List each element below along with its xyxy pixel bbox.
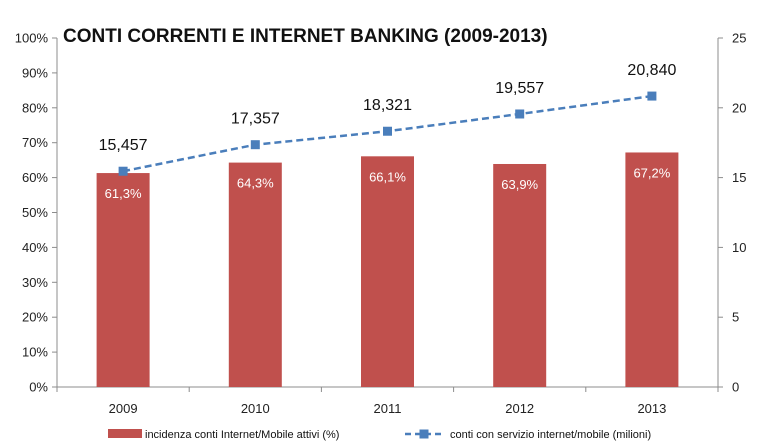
y-left-tick-label: 90% [22,65,48,80]
legend-label-bars: incidenza conti Internet/Mobile attivi (… [145,429,339,441]
y-left-tick-label: 40% [22,240,48,255]
line-point [515,109,525,119]
x-tick-label: 2011 [374,401,402,416]
y-left-tick-label: 0% [29,380,48,395]
y-right-tick-label: 25 [732,31,746,46]
y-left-tick-label: 100% [15,31,49,46]
bar [625,152,679,387]
line-data-label: 20,840 [627,62,676,79]
bar-data-label: 61,3% [105,186,142,201]
y-right-tick-label: 0 [732,380,739,395]
bar-data-label: 67,2% [633,165,670,180]
x-tick-label: 2009 [109,401,138,416]
bar [228,162,282,387]
bar [96,173,150,387]
line-data-label: 19,557 [495,80,544,97]
line-data-label: 15,457 [99,137,148,154]
x-tick-label: 2012 [505,401,534,416]
bar [493,163,547,387]
bar-data-label: 63,9% [501,177,538,192]
y-right-tick-label: 5 [732,310,739,325]
y-left-tick-label: 10% [22,345,48,360]
legend-swatch-bars [108,429,142,438]
line-point [118,166,128,176]
y-left-tick-label: 20% [22,310,48,325]
y-right-tick-label: 15 [732,170,746,185]
line-point [647,91,657,101]
y-left-tick-label: 70% [22,135,48,150]
legend-swatch-marker [419,429,429,439]
y-left-tick-label: 60% [22,170,48,185]
y-right-tick-label: 10 [732,240,746,255]
bar-data-label: 66,1% [369,169,406,184]
y-left-tick-label: 50% [22,205,48,220]
line-point [383,126,392,136]
y-right-tick-label: 20 [732,100,746,115]
x-tick-label: 2010 [241,401,270,416]
line-point [250,140,260,150]
line-data-label: 17,357 [231,111,280,128]
x-tick-label: 2013 [637,401,666,416]
bar-data-label: 64,3% [237,176,274,191]
y-left-tick-label: 30% [22,275,48,290]
bar [361,156,414,387]
y-left-tick-label: 80% [22,100,48,115]
legend-label-line: conti con servizio internet/mobile (mili… [450,429,651,441]
chart-title: CONTI CORRENTI E INTERNET BANKING (2009-… [63,26,548,47]
line-data-label: 18,321 [363,97,412,114]
